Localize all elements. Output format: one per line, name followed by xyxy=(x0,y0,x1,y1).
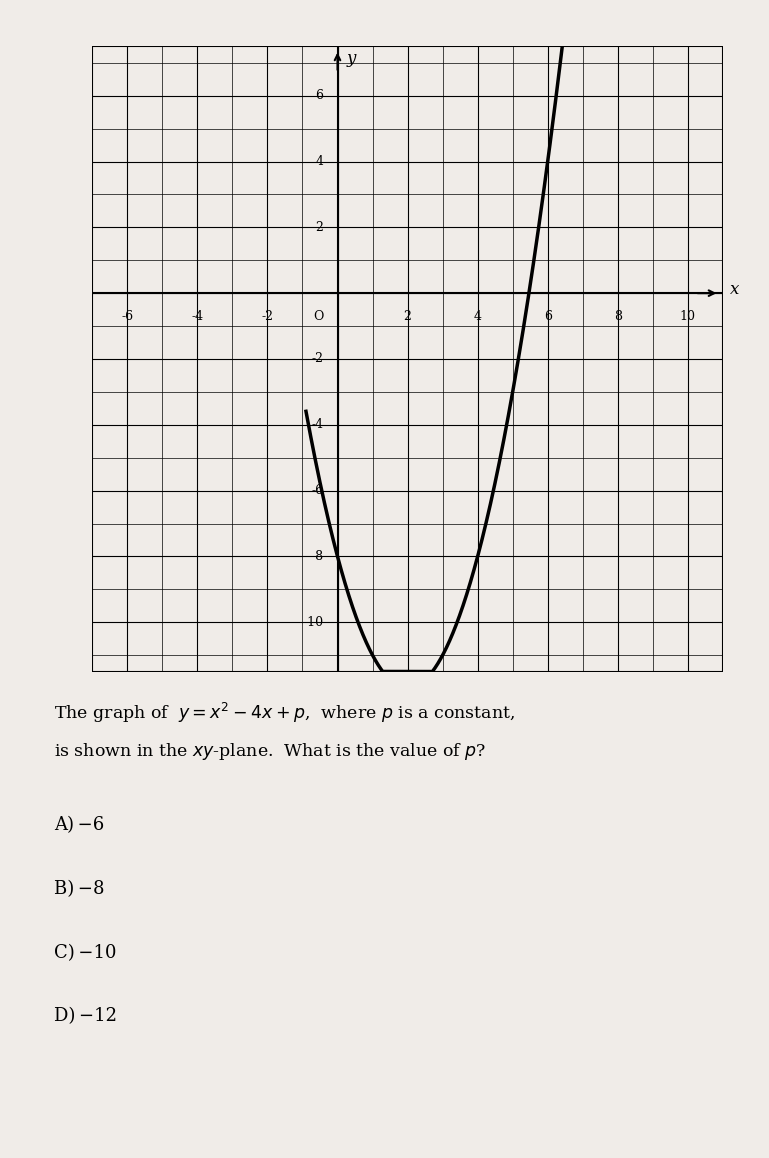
Text: D) −12: D) −12 xyxy=(54,1007,117,1026)
Text: 2: 2 xyxy=(315,221,324,234)
Text: A) −6: A) −6 xyxy=(54,816,104,835)
Text: -2: -2 xyxy=(311,352,324,366)
Text: 8: 8 xyxy=(614,309,622,323)
Text: -8: -8 xyxy=(311,550,324,563)
Text: -4: -4 xyxy=(311,418,324,431)
Text: 4: 4 xyxy=(315,155,324,168)
Text: -6: -6 xyxy=(122,309,133,323)
Text: -2: -2 xyxy=(261,309,274,323)
Text: 4: 4 xyxy=(474,309,481,323)
Text: B) −8: B) −8 xyxy=(54,880,105,899)
Text: -6: -6 xyxy=(311,484,324,497)
Text: 2: 2 xyxy=(404,309,411,323)
Text: x: x xyxy=(730,281,739,299)
Text: C) −10: C) −10 xyxy=(54,944,116,962)
Text: y: y xyxy=(346,50,355,67)
Text: is shown in the $xy$-plane.  What is the value of $p$?: is shown in the $xy$-plane. What is the … xyxy=(54,741,486,762)
Text: -4: -4 xyxy=(191,309,204,323)
Text: 6: 6 xyxy=(315,89,324,102)
Text: 10: 10 xyxy=(680,309,696,323)
Text: -10: -10 xyxy=(303,616,324,629)
Text: The graph of  $y = x^2 - 4x + p$,  where $p$ is a constant,: The graph of $y = x^2 - 4x + p$, where $… xyxy=(54,701,515,725)
Text: 6: 6 xyxy=(544,309,551,323)
Text: O: O xyxy=(313,309,324,323)
